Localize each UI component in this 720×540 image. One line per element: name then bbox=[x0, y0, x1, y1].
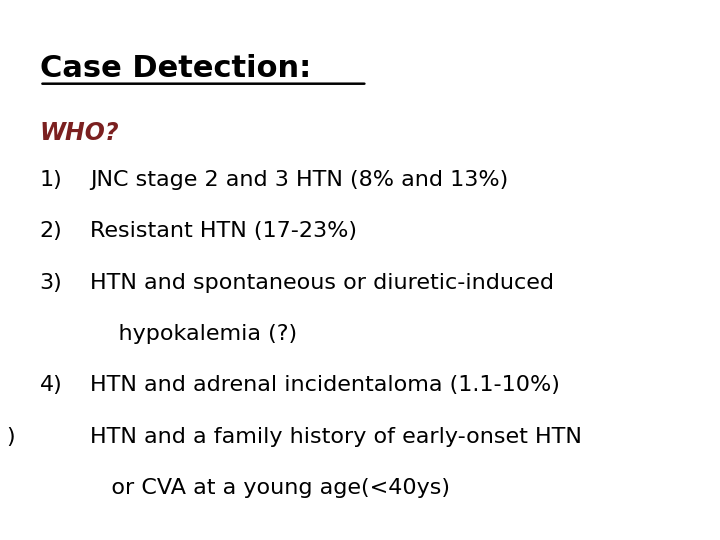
Text: Case Detection:: Case Detection: bbox=[40, 54, 311, 83]
Text: JNC stage 2 and 3 HTN (8% and 13%): JNC stage 2 and 3 HTN (8% and 13%) bbox=[90, 170, 508, 190]
Text: WHO?: WHO? bbox=[40, 122, 120, 145]
Text: HTN and adrenal incidentaloma (1.1-10%): HTN and adrenal incidentaloma (1.1-10%) bbox=[90, 375, 560, 395]
Text: HTN and a family history of early-onset HTN: HTN and a family history of early-onset … bbox=[90, 427, 582, 447]
Text: or CVA at a young age(<40ys): or CVA at a young age(<40ys) bbox=[90, 478, 450, 498]
Text: 3): 3) bbox=[40, 273, 63, 293]
Text: hypokalemia (?): hypokalemia (?) bbox=[90, 324, 297, 344]
Text: 4): 4) bbox=[40, 375, 63, 395]
Text: Resistant HTN (17-23%): Resistant HTN (17-23%) bbox=[90, 221, 357, 241]
Text: HTN and spontaneous or diuretic-induced: HTN and spontaneous or diuretic-induced bbox=[90, 273, 554, 293]
Text: 2): 2) bbox=[40, 221, 63, 241]
Text: 1): 1) bbox=[40, 170, 63, 190]
Text: ): ) bbox=[6, 427, 14, 447]
